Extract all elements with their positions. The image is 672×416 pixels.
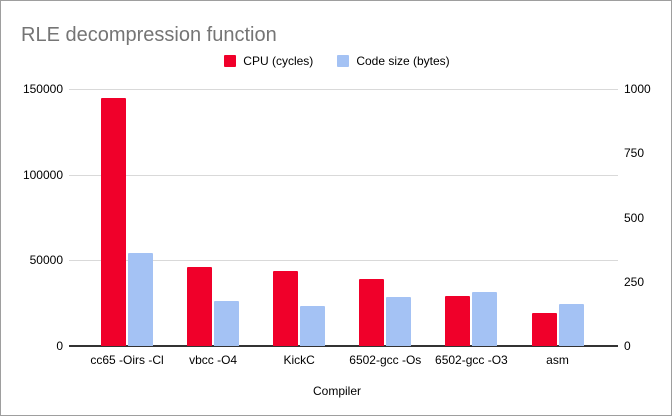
left-axis-tick-label: 50000 (29, 253, 63, 268)
legend-swatch-icon (337, 55, 350, 67)
cpu-bar-2[interactable] (187, 267, 213, 346)
cpu-bar-6[interactable] (531, 313, 557, 346)
right-axis-tick-label: 0 (624, 339, 631, 353)
code-size-bar-5[interactable] (472, 291, 498, 346)
right-axis-tick-label: 750 (624, 146, 645, 161)
right-axis-tick-label: 250 (624, 274, 645, 289)
plot-area[interactable] (69, 89, 618, 347)
code-size-bar-3[interactable] (300, 305, 326, 346)
right-axis-tick-label: 500 (624, 210, 645, 225)
cpu-bar-1[interactable] (101, 98, 126, 346)
x-axis-title: Compiler (312, 384, 361, 398)
code-size-bar-2[interactable] (214, 301, 240, 346)
legend-item-code-size[interactable]: Code size (bytes) (337, 54, 450, 68)
legend: CPU (cycles) Code size (bytes) (1, 53, 671, 69)
x-category-label: cc65 -Oirs -Cl (90, 353, 164, 367)
x-category-label: 6502-gcc -Os (349, 353, 422, 367)
cpu-bar-5[interactable] (445, 295, 471, 346)
gridline (69, 89, 618, 90)
code-size-bar-1[interactable] (128, 253, 153, 346)
left-axis-tick-label: 150000 (22, 82, 63, 96)
chart-title: RLE decompression function (21, 24, 277, 46)
gridline (69, 260, 618, 262)
legend-item-cpu[interactable]: CPU (cycles) (224, 54, 313, 68)
x-category-label: asm (546, 353, 569, 367)
legend-label: Code size (bytes) (356, 54, 450, 68)
right-axis-tick-label: 1000 (624, 82, 651, 96)
x-category-label: KickC (283, 353, 315, 367)
x-axis-line (69, 345, 618, 347)
cpu-bar-3[interactable] (273, 270, 299, 346)
gridline (69, 174, 618, 176)
legend-swatch-icon (224, 55, 237, 67)
legend-label: CPU (cycles) (243, 54, 314, 68)
code-size-bar-4[interactable] (386, 297, 412, 346)
left-axis-tick-label: 0 (56, 339, 63, 353)
left-axis-tick-label: 100000 (22, 167, 63, 182)
x-category-label: vbcc -O4 (189, 353, 238, 367)
code-size-bar-6[interactable] (558, 303, 584, 346)
cpu-bar-4[interactable] (359, 278, 385, 346)
x-category-label: 6502-gcc -O3 (435, 353, 508, 367)
